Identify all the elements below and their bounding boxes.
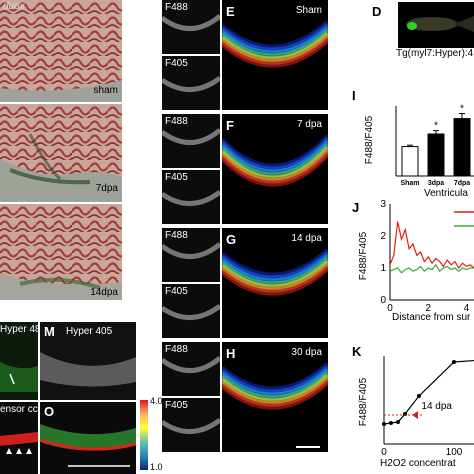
tick-label: 7dpa [454, 180, 470, 187]
hyper488-label: Hyper 488 [0, 324, 38, 335]
f488-label: F488 [165, 230, 188, 241]
heatmap-condition: 14 dpa [291, 233, 322, 244]
f405-label: F405 [165, 400, 188, 411]
chart-k: K F488/F405 0 100 14 dpa H2O2 concentrat [352, 344, 474, 469]
panel-l: Hyper 488 [0, 322, 38, 400]
heatmap-letter: H [226, 346, 236, 361]
y-axis-label: F488/F405 [358, 377, 369, 426]
heatmap-condition: Sham [295, 5, 322, 16]
panel-n: ensor cc-1 [0, 402, 38, 474]
micrograph-14dpa: 14dpa [0, 204, 122, 300]
heatmap-E: E Sham [222, 0, 328, 110]
series-line [383, 359, 474, 425]
heatmap-letter: F [226, 118, 234, 133]
x-axis-label: H2O2 concentrat [380, 458, 456, 469]
data-point [452, 360, 456, 364]
panel-d-letter: D [372, 4, 382, 19]
bar [453, 118, 471, 177]
tick-label: 3dpa [428, 180, 444, 187]
gray-f488-row-2: F488 [162, 228, 220, 282]
series-line [389, 221, 474, 270]
gray-f405-row-0: F405 [162, 56, 220, 110]
bar [427, 133, 445, 177]
x-tick-label: 0 [381, 447, 387, 458]
significance-mark: * [434, 121, 438, 132]
heatmap-G: G 14 dpa [222, 228, 328, 338]
gray-f488-row-3: F488 [162, 342, 220, 396]
series-line [389, 263, 474, 274]
x-tick-label: 100 [446, 447, 463, 458]
data-point [417, 394, 421, 398]
sham-label: sham [93, 85, 118, 96]
micrograph-7dpa: 7dpa [0, 104, 122, 202]
x-tick-label: 0 [387, 303, 393, 314]
14dpa-label: 14dpa [90, 287, 118, 298]
y-tick-label: 1 [380, 263, 386, 274]
heatmap-letter: G [226, 232, 237, 247]
x-axis-label: Ventricula [424, 188, 468, 199]
panel-letter: I [352, 88, 356, 103]
gray-f405-row-2: F405 [162, 284, 220, 338]
f488-label: F488 [165, 116, 188, 127]
significance-mark: * [460, 104, 464, 115]
fish-caption: Tg(myl7:Hyper):4 [396, 48, 474, 59]
f488-label: F488 [165, 344, 188, 355]
colorbar-max: 4.0 [150, 396, 163, 406]
f488-label: F488 [165, 2, 188, 13]
x-tick-label: 4 [464, 303, 470, 314]
gray-f488-row-0: F488 [162, 0, 220, 54]
colorbar-min: 1.0 [150, 462, 163, 472]
heatmap-F: F 7 dpa [222, 114, 328, 224]
annotation-label: 14 dpa [421, 401, 452, 412]
f405-label: F405 [165, 286, 188, 297]
y-tick-label: 2 [380, 231, 386, 242]
tick-label: Sham [400, 180, 419, 187]
bar [401, 146, 419, 177]
f405-label: F405 [165, 172, 188, 183]
f405-label: F405 [165, 58, 188, 69]
7dpa-label: 7dpa [95, 183, 118, 194]
data-point [382, 422, 386, 426]
heatmap-H: H 30 dpa [222, 342, 328, 452]
x-axis-label: Distance from sur [392, 312, 471, 320]
scale-bar [296, 446, 320, 448]
panel-o: O [40, 402, 136, 474]
fish-image [398, 2, 474, 48]
x-tick-label: 2 [425, 303, 431, 314]
heatmap-condition: 30 dpa [291, 347, 322, 358]
heatmap-condition: 7 dpa [296, 119, 322, 130]
ensor-label: ensor cc-1 [0, 404, 38, 415]
gray-f488-row-1: F488 [162, 114, 220, 168]
heatmap-letter: E [226, 4, 235, 19]
micrograph-sham: duox sham [0, 0, 122, 102]
y-axis-label: F488/F405 [364, 115, 375, 164]
annotation-arrow [412, 411, 418, 419]
panel-letter: J [352, 200, 359, 215]
data-point [396, 420, 400, 424]
data-point [389, 421, 393, 425]
gray-f405-row-3: F405 [162, 398, 220, 452]
y-axis-label: F488/F405 [358, 231, 369, 280]
y-tick-label: 3 [380, 199, 386, 210]
panel-m: M Hyper 405 [40, 322, 136, 400]
panel-letter: K [352, 344, 362, 359]
panel-m-letter: M [44, 324, 55, 339]
y-tick-label: 0 [380, 295, 386, 306]
duox-label: duox [3, 1, 25, 12]
panel-o-letter: O [44, 404, 55, 419]
gray-f405-row-1: F405 [162, 170, 220, 224]
colorbar [140, 400, 148, 470]
hyper405-label: Hyper 405 [66, 326, 113, 337]
panel-d: D Tg(myl7:Hyper):4 [368, 0, 474, 60]
